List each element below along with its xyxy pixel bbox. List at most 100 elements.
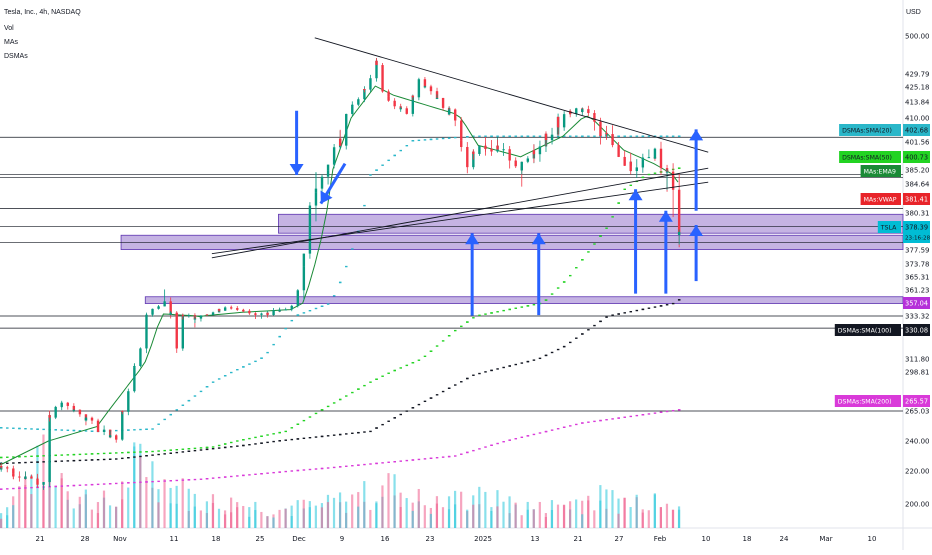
volume-bar xyxy=(550,500,554,528)
candle-body xyxy=(157,306,160,308)
candle-body xyxy=(115,435,118,440)
volume-bar xyxy=(266,516,269,528)
tag-value-3: 381.41 xyxy=(905,196,928,204)
volume-bar xyxy=(575,499,578,528)
volume-bar xyxy=(18,486,21,528)
tag-name-box-3 xyxy=(860,193,901,205)
tag-value-box-5 xyxy=(903,297,930,309)
candle-body xyxy=(369,78,372,90)
arrow-head-7 xyxy=(689,129,704,141)
candle-body xyxy=(453,109,457,121)
time-tick-label: 10 xyxy=(702,535,711,543)
volume-bar xyxy=(429,513,432,528)
legend-dsmas[interactable]: DSMAs xyxy=(4,53,28,60)
tag-name-7: DSMAs:SMA(200) xyxy=(838,399,892,406)
candle-body xyxy=(127,391,130,412)
tag-value-box-4 xyxy=(903,221,930,243)
support-zone-2 xyxy=(144,296,904,304)
candle-body xyxy=(671,171,675,190)
candle-body xyxy=(562,114,566,128)
price-tick-label: 265.03 xyxy=(905,408,930,416)
volume-bar xyxy=(617,513,620,528)
volume-bar xyxy=(514,502,517,528)
volume-bar xyxy=(544,516,547,528)
candle-body xyxy=(677,231,681,236)
candle-body xyxy=(145,314,148,316)
volume-bar xyxy=(102,490,106,528)
price-tick-label: 410.00 xyxy=(905,115,930,123)
candle-body xyxy=(387,91,390,97)
candle-body xyxy=(393,100,396,107)
volume-bar xyxy=(175,503,178,528)
volume-bar xyxy=(254,501,257,528)
volume-bar xyxy=(453,504,457,528)
candle-body xyxy=(508,151,511,161)
candle-body xyxy=(429,86,433,92)
candle-body xyxy=(514,160,517,167)
volume-bar xyxy=(72,508,75,528)
volume-bar xyxy=(42,434,45,528)
candle-body xyxy=(677,189,681,236)
volume-bar xyxy=(623,497,626,528)
candle-body xyxy=(314,188,318,193)
price-tick-label: 220.00 xyxy=(905,468,930,476)
candle-body xyxy=(441,97,445,108)
candle-body xyxy=(6,467,9,469)
volume-bar xyxy=(556,504,560,528)
volume-bar xyxy=(217,508,221,528)
candle-body xyxy=(326,170,330,177)
candle-body xyxy=(550,134,554,141)
candle-body xyxy=(526,158,530,162)
volume-bar xyxy=(278,509,281,528)
price-tick-label: 240.00 xyxy=(905,438,930,446)
volume-bar xyxy=(169,487,172,528)
volume-bar xyxy=(320,507,324,528)
candle-body xyxy=(399,108,402,110)
volume-bar xyxy=(151,461,154,528)
tag-name-4: TSLA xyxy=(880,225,897,232)
legend-vol[interactable]: Vol xyxy=(4,25,14,32)
arrow-head-2 xyxy=(465,233,480,245)
volume-bar xyxy=(230,512,233,528)
candle-body xyxy=(248,310,251,314)
candle-body xyxy=(90,417,94,421)
volume-bar xyxy=(369,509,372,528)
volume-bar xyxy=(60,473,63,528)
price-level-label: 377.59 xyxy=(905,247,930,255)
volume-bar xyxy=(508,496,511,528)
candle-body xyxy=(611,134,614,146)
volume-bar xyxy=(30,494,33,528)
volume-bar xyxy=(24,477,27,528)
tag-value-1: 400.73 xyxy=(905,154,928,162)
candle-body xyxy=(653,148,657,159)
candle-body xyxy=(96,428,100,432)
candle-body xyxy=(217,308,221,311)
volume-bar xyxy=(635,494,638,528)
legend-mas[interactable]: MAs xyxy=(4,39,18,46)
time-tick-label: 23 xyxy=(426,535,435,543)
volume-bar xyxy=(338,492,342,528)
candle-body xyxy=(587,109,590,114)
time-tick-label: 11 xyxy=(170,535,179,543)
tag-countdown-4: 23:16:28 xyxy=(905,236,931,242)
candle-body xyxy=(181,315,184,317)
volume-bar xyxy=(96,513,100,528)
volume-bar xyxy=(326,502,330,528)
candle-body xyxy=(308,205,312,254)
candle-body xyxy=(260,313,263,315)
time-tick-label: 18 xyxy=(212,535,221,543)
volume-bar xyxy=(6,515,9,528)
time-tick-label: 21 xyxy=(36,535,45,543)
candle-body xyxy=(66,402,69,406)
candle-body xyxy=(351,104,354,107)
candle-body xyxy=(18,476,21,478)
volume-bar xyxy=(139,456,142,528)
price-level-label: 385.20 xyxy=(905,167,930,175)
candle-body xyxy=(151,308,154,315)
tag-value-5: 357.04 xyxy=(905,300,928,308)
price-level-label: 373.78 xyxy=(905,261,930,269)
volume-bar xyxy=(302,499,305,528)
candle-body xyxy=(72,409,76,411)
